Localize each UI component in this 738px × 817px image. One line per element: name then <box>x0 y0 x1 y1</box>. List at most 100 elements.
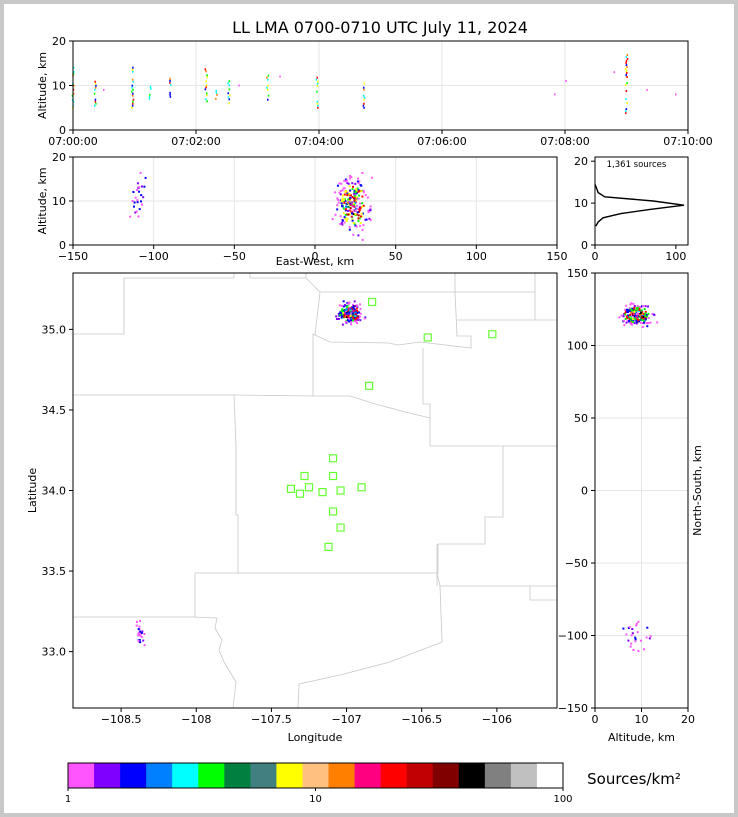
plan-source <box>342 310 345 313</box>
ew-source <box>341 223 344 226</box>
ns-source <box>656 321 659 324</box>
plan-source <box>137 628 140 631</box>
plan-source <box>135 624 138 627</box>
x-tick-label: 07:02:00 <box>171 135 220 148</box>
ew-source <box>340 221 343 224</box>
ew-source <box>349 175 352 177</box>
ew-source <box>351 211 354 214</box>
plan-source <box>351 315 354 318</box>
time-height-source <box>94 104 96 107</box>
ew-source <box>352 221 355 224</box>
plan-source <box>335 315 338 318</box>
colorbar-swatch <box>120 763 147 788</box>
time-height-source <box>316 76 318 79</box>
plan-source <box>359 312 362 315</box>
y-tick-label: 33.0 <box>42 646 67 659</box>
plan-source <box>358 315 361 318</box>
plot-frame <box>594 156 689 246</box>
time-height-source <box>228 102 230 105</box>
lma-station-marker <box>336 523 345 532</box>
time-height-source <box>267 84 269 87</box>
plan-source <box>340 309 343 312</box>
ew-source <box>349 194 352 197</box>
time-height-source <box>267 94 270 97</box>
ew-source <box>140 194 143 197</box>
ns-source <box>628 309 630 312</box>
plan-source <box>340 304 343 307</box>
time-height-source <box>626 58 629 60</box>
ew-source <box>341 200 344 203</box>
plan-source <box>340 316 343 319</box>
plan-source <box>345 312 348 315</box>
ns-source <box>626 310 629 313</box>
plan-source <box>142 639 145 642</box>
time-height-source <box>625 108 628 111</box>
ns-source <box>626 320 629 323</box>
plan-source <box>352 314 355 317</box>
x-tick-label: 50 <box>389 250 403 263</box>
ns-source <box>635 321 638 324</box>
ew-source <box>339 190 342 193</box>
plan-source <box>143 644 146 647</box>
time-height-source <box>317 106 319 109</box>
ns-source <box>629 316 632 318</box>
ns-source <box>652 313 655 316</box>
ew-source <box>138 186 141 189</box>
ns-source <box>630 642 633 645</box>
plan-source <box>350 306 353 309</box>
plan-source <box>351 311 354 313</box>
time-height-source <box>94 88 96 91</box>
colorbar-swatch <box>328 763 355 788</box>
ew-source <box>359 225 362 228</box>
ns-source <box>624 318 627 320</box>
plan-source <box>143 633 146 635</box>
ew-source <box>139 171 142 174</box>
plan-source <box>352 310 355 312</box>
ew-source <box>351 196 354 198</box>
ew-source <box>141 185 143 188</box>
ew-source <box>352 213 355 216</box>
ew-source <box>367 211 370 214</box>
time-height-source <box>317 104 319 107</box>
y-tick-label: 0 <box>59 124 66 137</box>
ew-source <box>364 194 367 197</box>
ew-source <box>351 188 354 191</box>
time-height-source <box>204 88 207 91</box>
plan-source <box>351 312 354 315</box>
time-height-source <box>625 64 628 66</box>
ew-source <box>348 209 351 212</box>
time-height-source <box>316 90 318 93</box>
ns-source <box>646 325 649 328</box>
ew-source <box>142 196 145 199</box>
ew-source <box>134 196 137 199</box>
time-height-source <box>71 94 74 97</box>
time-height-source <box>132 70 134 73</box>
plan-source <box>341 308 344 311</box>
ew-source <box>366 196 369 199</box>
ew-source <box>369 208 372 211</box>
x-tick-label: 10 <box>635 713 649 726</box>
ew-source <box>336 208 339 211</box>
ns-source <box>638 314 641 317</box>
ew-source <box>334 191 337 194</box>
ew-source <box>361 195 364 198</box>
plan-source <box>337 318 340 320</box>
ew-source <box>346 209 349 212</box>
ew-source <box>358 180 361 183</box>
time-height-source <box>316 100 319 103</box>
altitude-profile-line <box>594 183 685 227</box>
y-tick-label: 10 <box>52 80 66 93</box>
time-height-source <box>169 91 171 94</box>
x-tick-label: −108 <box>181 713 211 726</box>
ew-source <box>135 210 138 213</box>
time-height-source <box>103 88 105 91</box>
plan-source <box>350 317 353 320</box>
ew-source <box>347 182 350 185</box>
plan-source <box>350 321 353 324</box>
plot-area <box>73 273 557 708</box>
ew-source <box>137 215 140 218</box>
ns-source <box>633 310 636 313</box>
ew-source <box>368 217 371 220</box>
ns-source <box>635 622 638 625</box>
plan-source <box>139 641 142 644</box>
